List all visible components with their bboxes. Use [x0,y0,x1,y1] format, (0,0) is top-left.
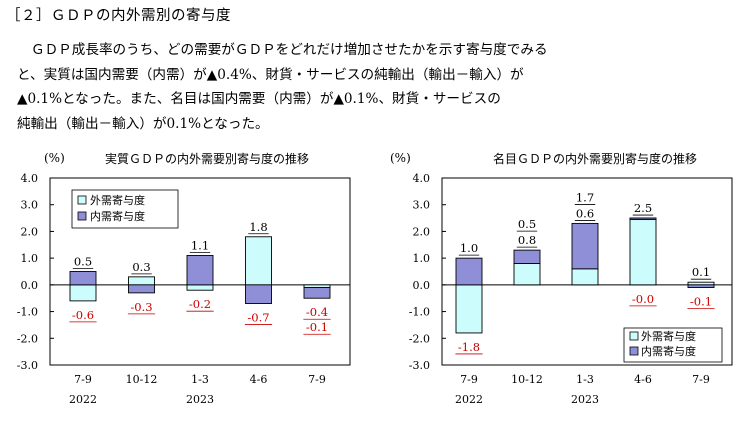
paragraph-line: ▲0.1%となった。また、名目は国内需要（内需）が▲0.1%、財貨・サービスの [17,91,501,107]
x-tick-label: 7-9 [74,373,92,386]
y-tick-label: 1.0 [413,252,431,265]
section-heading: ［２］ＧＤＰの内外需別の寄与度 [6,8,231,24]
y-tick-label: 4.0 [21,172,39,185]
bar-domestic [245,284,272,305]
y-tick-label: -2.0 [409,332,430,345]
value-label: -0.7 [247,311,269,325]
y-tick-label: 2.0 [413,225,431,238]
value-label: 0.1 [692,265,710,279]
bar-domestic [687,284,715,288]
paragraph-line: 純輸出（輸出－輸入）が0.1%となった。 [17,115,269,132]
legend-swatch-domestic [629,346,639,356]
x-tick-label: 7-9 [460,373,478,386]
bar-domestic [186,255,214,286]
value-label: 0.5 [518,217,536,231]
y-tick-label: 4.0 [413,172,431,185]
x-tick-label: 1-3 [576,373,594,386]
paragraph-line: と、実質は国内需要（内需）が▲0.4%、財貨・サービスの純輸出（輸出－輸入）が [17,66,524,83]
bar-external [513,263,541,286]
x-tick-label: 4-6 [634,373,652,386]
y-tick-label: -2.0 [17,332,38,345]
bar-external [69,284,97,302]
value-label: -0.1 [306,320,328,334]
chart-legend: 外需寄与度 内需寄与度 [623,327,723,363]
value-label: 0.3 [132,260,150,274]
y-tick-label: 3.0 [413,199,431,212]
legend-box [71,189,179,229]
x-tick-label: 10-12 [126,373,158,386]
bar-domestic [455,257,483,286]
x-year-label: 2023 [571,393,599,406]
y-tick-label: -1.0 [17,306,38,319]
bar-external [629,217,657,286]
y-tick-label: 2.0 [21,225,39,238]
legend-swatch-domestic [77,211,87,221]
value-label: -1.8 [458,340,480,354]
plot-frame [441,177,733,366]
x-year-label: 2022 [455,393,483,406]
value-label: 1.1 [191,238,209,252]
section-paragraph: ＧＤＰ成長率のうち、どの需要がＧＤＰをどれだけ増加させたかを示す寄与度でみる と… [17,38,737,136]
legend-swatch-external [77,195,87,205]
value-label: 0.8 [518,233,536,247]
bar-external [571,268,599,286]
bar-domestic [303,287,331,299]
y-tick-label: 1.0 [21,252,39,265]
bar-domestic [513,249,541,264]
value-label: -0.0 [632,292,654,306]
bar-domestic [571,222,599,270]
y-tick-label: -3.0 [17,359,38,372]
x-tick-label: 1-3 [191,373,209,386]
value-label: 0.6 [576,206,594,220]
bar-domestic [69,271,97,286]
chart-title: 名目ＧＤＰの内外需要別寄与度の推移 [493,151,697,166]
value-label: -0.4 [306,305,328,319]
chart-ylabel: (%) [390,151,411,165]
y-tick-label: 3.0 [21,199,39,212]
value-label: -0.2 [189,297,211,311]
value-label: 1.0 [460,241,478,255]
value-label: 1.7 [576,190,594,204]
legend-label-domestic: 内需寄与度 [90,209,145,223]
value-label: 2.5 [634,201,652,215]
value-label: -0.6 [72,308,94,322]
legend-swatch-external [629,331,639,341]
chart-legend: 外需寄与度 内需寄与度 [71,189,179,229]
y-tick-label: -1.0 [409,306,430,319]
bar-external [186,284,214,291]
value-label: -0.1 [690,295,712,309]
bar-external [245,236,272,286]
value-label: 0.5 [74,255,92,269]
chart-title: 実質ＧＤＰの内外需要別寄与度の推移 [105,151,309,166]
legend-label-external: 外需寄与度 [90,193,145,207]
x-tick-label: 7-9 [692,373,710,386]
y-tick-label: -3.0 [409,359,430,372]
real-gdp-contribution-chart: (%) 実質ＧＤＰの内外需要別寄与度の推移 4.0 3.0 2.0 1.0 0.0 -1.… [17,151,351,406]
x-tick-label: 7-9 [308,373,326,386]
nominal-gdp-contribution-chart: (%) 名目ＧＤＰの内外需要別寄与度の推移 4.0 3.0 2.0 1.0 0.0 -1.… [390,151,733,406]
x-year-label: 2022 [69,393,97,406]
x-year-label: 2023 [186,393,214,406]
plot-frame [49,177,351,366]
x-tick-label: 4-6 [250,373,268,386]
legend-label-domestic: 内需寄与度 [641,344,696,358]
y-tick-label: 0.0 [413,279,431,292]
bar-domestic [629,217,657,221]
y-tick-label: 0.0 [21,279,39,292]
bar-external [455,284,483,334]
bar-domestic [128,284,155,294]
legend-label-external: 外需寄与度 [641,329,696,343]
legend-box [623,327,723,363]
value-label: 1.8 [249,220,267,234]
value-label: -0.3 [130,300,152,314]
bar-external [128,276,155,286]
chart-ylabel: (%) [44,151,65,165]
x-tick-label: 10-12 [511,373,543,386]
paragraph-line: ＧＤＰ成長率のうち、どの需要がＧＤＰをどれだけ増加させたかを示す寄与度でみる [31,42,548,58]
